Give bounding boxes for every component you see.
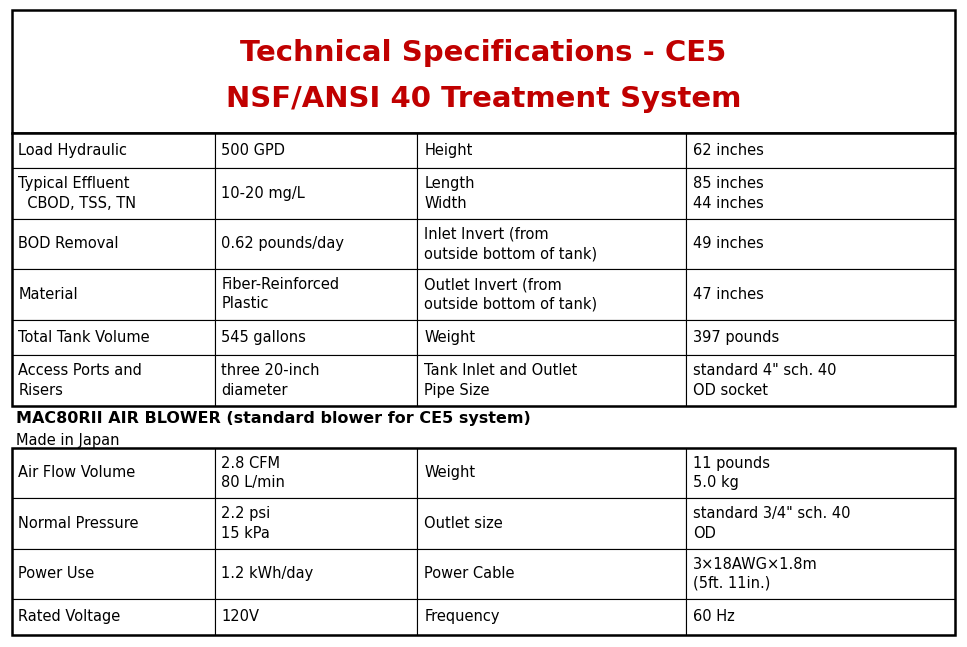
Text: 397 pounds: 397 pounds bbox=[693, 330, 779, 345]
Bar bbox=[12, 498, 215, 549]
Bar bbox=[12, 448, 955, 635]
Bar bbox=[215, 599, 418, 635]
Bar bbox=[687, 599, 955, 635]
Text: 120V: 120V bbox=[221, 609, 259, 624]
Bar bbox=[687, 498, 955, 549]
Text: Access Ports and
Risers: Access Ports and Risers bbox=[18, 364, 142, 397]
Bar bbox=[687, 219, 955, 269]
Bar bbox=[687, 269, 955, 320]
Text: 545 gallons: 545 gallons bbox=[221, 330, 307, 345]
Bar bbox=[687, 133, 955, 168]
Text: standard 3/4" sch. 40
OD: standard 3/4" sch. 40 OD bbox=[693, 507, 851, 540]
Bar bbox=[12, 599, 215, 635]
Text: 85 inches
44 inches: 85 inches 44 inches bbox=[693, 177, 764, 210]
Text: three 20-inch
diameter: three 20-inch diameter bbox=[221, 364, 320, 397]
Text: Length
Width: Length Width bbox=[425, 177, 475, 210]
Text: Rated Voltage: Rated Voltage bbox=[18, 609, 121, 624]
Text: 3×18AWG×1.8m
(5ft. 11in.): 3×18AWG×1.8m (5ft. 11in.) bbox=[693, 557, 818, 591]
Text: Technical Specifications - CE5: Technical Specifications - CE5 bbox=[241, 39, 726, 67]
Bar bbox=[418, 269, 687, 320]
Text: 60 Hz: 60 Hz bbox=[693, 609, 735, 624]
Text: Power Cable: Power Cable bbox=[425, 566, 514, 582]
Text: Outlet size: Outlet size bbox=[425, 516, 503, 531]
Text: Normal Pressure: Normal Pressure bbox=[18, 516, 139, 531]
Text: Outlet Invert (from
outside bottom of tank): Outlet Invert (from outside bottom of ta… bbox=[425, 278, 598, 311]
Text: Power Use: Power Use bbox=[18, 566, 95, 582]
Text: 0.62 pounds/day: 0.62 pounds/day bbox=[221, 236, 344, 252]
Bar bbox=[687, 168, 955, 219]
Text: 2.2 psi
15 kPa: 2.2 psi 15 kPa bbox=[221, 507, 271, 540]
Text: Weight: Weight bbox=[425, 330, 476, 345]
Text: 1.2 kWh/day: 1.2 kWh/day bbox=[221, 566, 313, 582]
Bar bbox=[215, 168, 418, 219]
Text: Material: Material bbox=[18, 287, 78, 302]
Bar bbox=[215, 133, 418, 168]
Text: Weight: Weight bbox=[425, 465, 476, 481]
Bar bbox=[418, 168, 687, 219]
Bar bbox=[418, 320, 687, 355]
Bar bbox=[12, 133, 215, 168]
Bar bbox=[12, 219, 215, 269]
Bar bbox=[215, 549, 418, 599]
Text: 47 inches: 47 inches bbox=[693, 287, 764, 302]
Text: Tank Inlet and Outlet
Pipe Size: Tank Inlet and Outlet Pipe Size bbox=[425, 364, 577, 397]
Bar bbox=[12, 133, 955, 406]
Bar bbox=[418, 599, 687, 635]
Bar bbox=[12, 10, 955, 133]
Text: 2.8 CFM
80 L/min: 2.8 CFM 80 L/min bbox=[221, 456, 285, 490]
Text: 11 pounds
5.0 kg: 11 pounds 5.0 kg bbox=[693, 456, 770, 490]
Text: NSF/ANSI 40 Treatment System: NSF/ANSI 40 Treatment System bbox=[226, 85, 741, 113]
Bar bbox=[12, 168, 215, 219]
Bar bbox=[215, 448, 418, 498]
Bar bbox=[418, 498, 687, 549]
Bar bbox=[687, 448, 955, 498]
Text: Total Tank Volume: Total Tank Volume bbox=[18, 330, 150, 345]
Bar bbox=[12, 355, 215, 406]
Bar bbox=[687, 355, 955, 406]
Text: BOD Removal: BOD Removal bbox=[18, 236, 119, 252]
Text: Made in Japan: Made in Japan bbox=[16, 433, 120, 448]
Bar bbox=[215, 498, 418, 549]
Bar bbox=[418, 448, 687, 498]
Bar bbox=[215, 269, 418, 320]
Text: Air Flow Volume: Air Flow Volume bbox=[18, 465, 135, 481]
Bar bbox=[418, 133, 687, 168]
Text: 62 inches: 62 inches bbox=[693, 143, 764, 158]
Bar bbox=[12, 549, 215, 599]
Text: 500 GPD: 500 GPD bbox=[221, 143, 285, 158]
Bar bbox=[215, 219, 418, 269]
Bar bbox=[215, 320, 418, 355]
Bar bbox=[687, 320, 955, 355]
Text: Load Hydraulic: Load Hydraulic bbox=[18, 143, 128, 158]
Bar bbox=[418, 219, 687, 269]
Bar bbox=[12, 269, 215, 320]
Text: Inlet Invert (from
outside bottom of tank): Inlet Invert (from outside bottom of tan… bbox=[425, 227, 598, 261]
Bar bbox=[687, 549, 955, 599]
Text: standard 4" sch. 40
OD socket: standard 4" sch. 40 OD socket bbox=[693, 364, 836, 397]
Bar bbox=[12, 320, 215, 355]
Bar bbox=[215, 355, 418, 406]
Text: MAC80RII AIR BLOWER (standard blower for CE5 system): MAC80RII AIR BLOWER (standard blower for… bbox=[16, 411, 531, 426]
Text: 10-20 mg/L: 10-20 mg/L bbox=[221, 186, 305, 201]
Text: Frequency: Frequency bbox=[425, 609, 500, 624]
Text: Height: Height bbox=[425, 143, 473, 158]
Bar bbox=[418, 355, 687, 406]
Bar bbox=[12, 448, 215, 498]
Text: Typical Effluent
  CBOD, TSS, TN: Typical Effluent CBOD, TSS, TN bbox=[18, 177, 136, 210]
Text: Fiber-Reinforced
Plastic: Fiber-Reinforced Plastic bbox=[221, 278, 339, 311]
Bar bbox=[418, 549, 687, 599]
Text: 49 inches: 49 inches bbox=[693, 236, 764, 252]
